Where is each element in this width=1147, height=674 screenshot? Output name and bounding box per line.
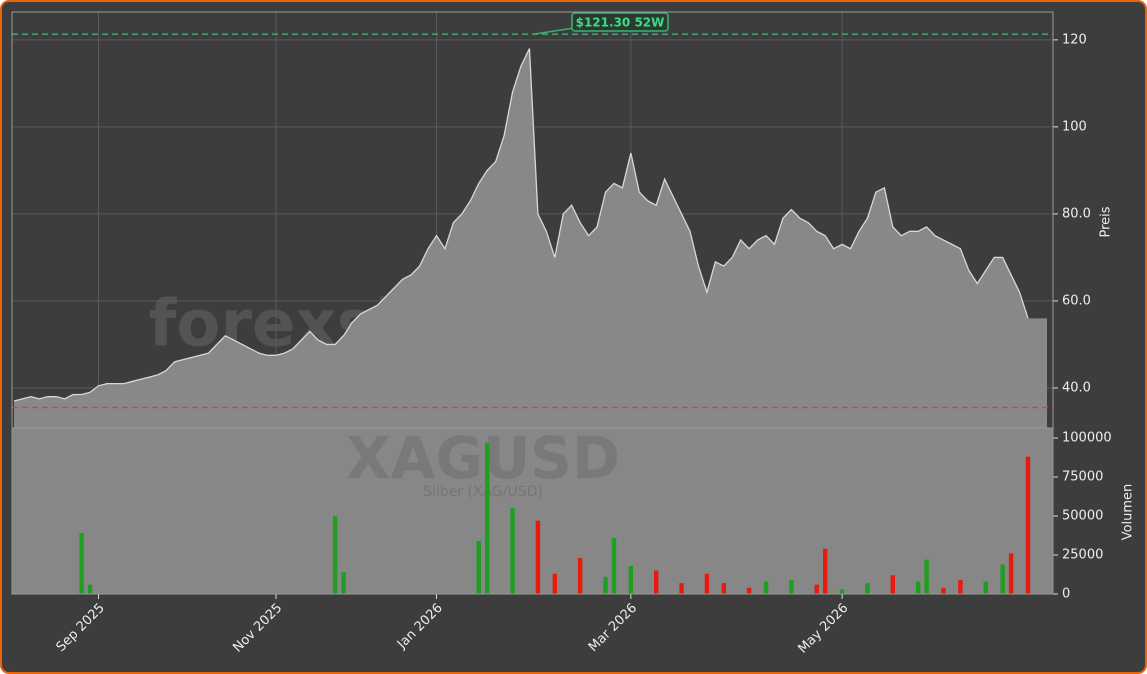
volume-bar	[603, 576, 608, 594]
y-axis-label: Preis	[1099, 206, 1114, 237]
volume-bar	[552, 573, 557, 594]
price-line	[13, 48, 1029, 402]
volume-bar	[789, 579, 794, 594]
volume-bar	[915, 581, 921, 594]
volume-frame	[11, 427, 1054, 595]
volume-bar	[654, 570, 659, 594]
volume-panel	[12, 428, 1053, 594]
y-tick-label: 25000	[1062, 547, 1103, 562]
volume-bar	[611, 537, 617, 594]
volume-bar	[341, 572, 346, 594]
volume-bar	[941, 587, 946, 594]
volume-bar	[1000, 564, 1005, 594]
y-tick-label: 120	[1062, 32, 1087, 47]
volume-bar	[814, 584, 819, 594]
y-axis-label: Volumen	[1121, 484, 1136, 541]
annotation-arrow	[533, 27, 575, 35]
volume-bar	[763, 581, 769, 594]
y-tick-label: 60.0	[1062, 293, 1091, 308]
annotation-box	[571, 12, 669, 32]
volume-bar	[628, 565, 634, 594]
volume-bar	[476, 540, 481, 594]
annotation: $121.30 52W	[576, 16, 665, 30]
volume-bar	[839, 589, 845, 594]
volume-bar	[79, 533, 84, 594]
volume-bar	[746, 587, 752, 594]
volume-bar	[823, 548, 828, 594]
watermark: Silber (XAG/USD)	[423, 484, 543, 500]
volume-bar	[704, 573, 710, 594]
volume-bar	[679, 583, 684, 594]
volume-bar	[485, 442, 490, 594]
volume-bar	[510, 508, 515, 594]
volume-bar	[983, 581, 988, 594]
volume-bar	[1008, 553, 1014, 594]
y-tick-label: 50000	[1062, 508, 1103, 523]
y-tick-label: 100000	[1062, 430, 1112, 445]
volume-bar	[1025, 456, 1031, 594]
y-tick-label: 75000	[1062, 469, 1103, 484]
volume-bar	[535, 520, 541, 594]
volume-bar	[865, 583, 870, 594]
y-tick-label: 100	[1062, 119, 1087, 134]
volume-bar	[958, 579, 963, 594]
volume-bar	[924, 559, 929, 594]
y-tick-label: 0	[1062, 587, 1070, 602]
y-tick-label: 40.0	[1062, 380, 1091, 395]
volume-bar	[87, 584, 93, 594]
volume-bar	[890, 575, 895, 594]
volume-bar	[332, 515, 338, 594]
volume-bar	[577, 558, 583, 594]
y-tick-label: 80.0	[1062, 206, 1091, 221]
volume-bar	[721, 583, 726, 594]
watermark: XAGUSD	[346, 424, 620, 492]
price-area	[14, 48, 1047, 428]
